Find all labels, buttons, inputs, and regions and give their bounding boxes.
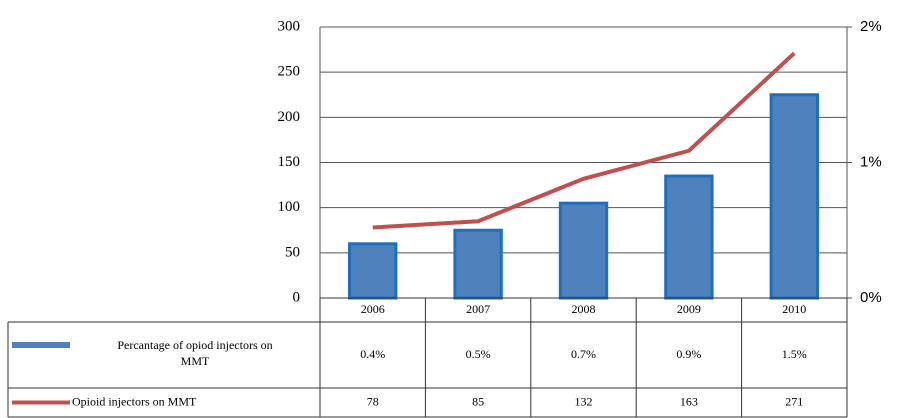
y-tick-label: 150 <box>278 154 301 170</box>
y-tick-label: 250 <box>278 64 301 80</box>
y2-tick-label: 2% <box>860 18 882 35</box>
table-value: 85 <box>472 394 484 408</box>
y-tick-label: 0 <box>293 289 301 305</box>
table-value: 132 <box>575 394 593 408</box>
bar <box>558 201 609 300</box>
line-series <box>372 51 796 230</box>
x-tick-label: 2006 <box>361 302 385 316</box>
y-tick-label: 50 <box>285 244 300 260</box>
bar <box>348 242 398 300</box>
table-value: 163 <box>680 394 698 408</box>
table-value: 0.5% <box>466 347 491 361</box>
x-tick-label: 2010 <box>782 302 806 316</box>
table-value: 271 <box>785 394 803 408</box>
y-tick-label: 100 <box>278 199 301 215</box>
y2-tick-label: 0% <box>860 289 882 306</box>
y-tick-label: 200 <box>278 109 301 125</box>
y-tick-label: 300 <box>278 18 301 34</box>
legend-label: Percantage of opiod injectors on MMT <box>117 338 272 368</box>
table-value: 0.7% <box>571 347 596 361</box>
table-value: 1.5% <box>782 347 807 361</box>
x-tick-label: 2008 <box>572 302 596 316</box>
bar <box>453 228 503 300</box>
table-value: 0.9% <box>676 347 701 361</box>
x-tick-label: 2007 <box>466 302 490 316</box>
table-value: 0.4% <box>360 347 385 361</box>
bar <box>664 174 714 300</box>
table-value: 78 <box>367 394 379 408</box>
bar <box>769 93 819 300</box>
x-tick-label: 2009 <box>677 302 701 316</box>
y2-tick-label: 1% <box>860 153 882 170</box>
legend-label: Opioid injectors on MMT <box>72 394 197 408</box>
